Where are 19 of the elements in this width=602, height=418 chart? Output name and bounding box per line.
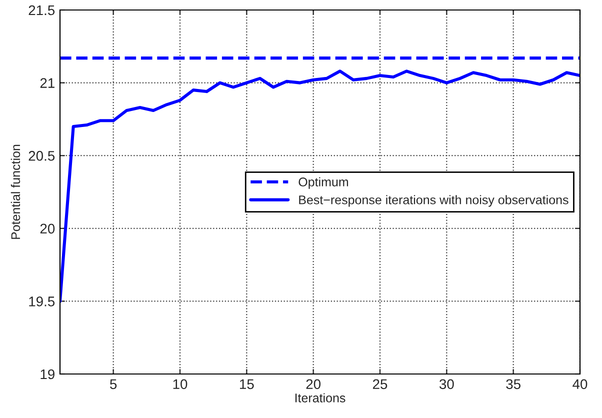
x-tick-label: 20 [306,379,321,390]
x-tick-label: 10 [173,379,188,390]
x-tick-label: 40 [572,379,588,390]
y-tick-label: 21.5 [28,5,55,16]
x-tick-label: 30 [439,379,454,390]
y-axis-title: Potential function [10,144,20,239]
y-tick-label: 21 [40,78,54,88]
y-tick-label: 20.5 [28,150,55,161]
x-tick-label: 35 [506,379,520,390]
y-tick-label: 19.5 [29,296,55,306]
y-tick-label: 20 [40,224,55,234]
x-tick-label: 5 [110,379,117,390]
x-tick-label: 25 [372,379,388,390]
legend-label: Optimum [298,177,348,189]
x-tick-label: 15 [240,379,254,390]
legend-label: Best−response iterations with noisy observations [299,195,568,207]
y-tick-label: 19 [40,369,54,380]
line-series [60,70,580,303]
x-axis-title: Iterations [295,393,346,402]
